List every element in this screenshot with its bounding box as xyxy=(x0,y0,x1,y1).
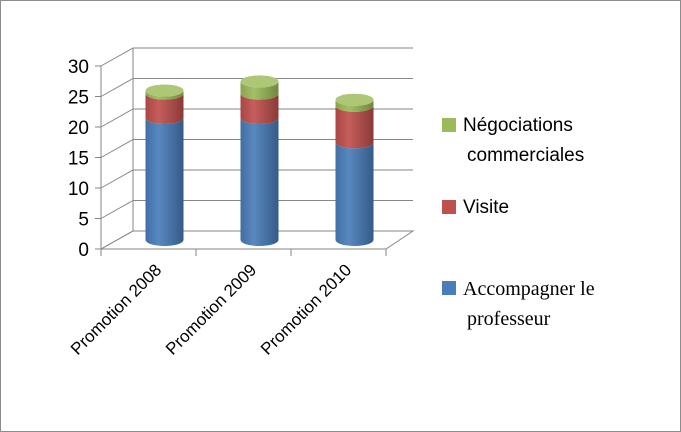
category-label: Promotion 2008 xyxy=(67,260,165,358)
bar-top-cap xyxy=(335,93,374,106)
y-tick-label: 15 xyxy=(68,149,89,170)
side-wall-line xyxy=(100,169,134,189)
legend-entry: Négociations commerciales xyxy=(442,115,584,166)
y-axis-ticks: 0 5 10 15 20 25 30 xyxy=(68,57,387,261)
side-wall-line xyxy=(100,200,134,219)
y-tick-label: 0 xyxy=(78,240,89,261)
legend-swatch xyxy=(442,118,456,132)
bar-segment xyxy=(240,93,279,124)
bar-segment xyxy=(335,142,374,247)
data-bars xyxy=(145,75,374,247)
bar-segment xyxy=(145,118,184,246)
bar-segment xyxy=(145,93,184,124)
y-tick-label: 5 xyxy=(78,210,89,231)
legend-entry: Accompagner le professeur xyxy=(442,278,595,330)
side-wall-line xyxy=(100,139,134,158)
bar-segment xyxy=(335,105,374,149)
legend-swatch xyxy=(442,281,456,295)
legend-label: Visite xyxy=(463,197,509,218)
legend-label: Négociations xyxy=(463,115,573,136)
y-tick-label: 10 xyxy=(68,179,89,200)
bar-segment xyxy=(335,99,374,112)
y-tick-label: 30 xyxy=(68,57,89,78)
legend-label: commerciales xyxy=(467,145,584,166)
legend-entry: Visite xyxy=(442,197,509,218)
bar-segment xyxy=(145,90,184,100)
bar-segment xyxy=(240,118,279,247)
bar-stack xyxy=(335,93,374,247)
bar-top-cap xyxy=(240,75,279,88)
category-label: Promotion 2009 xyxy=(162,260,260,358)
bar-top-cap xyxy=(145,84,184,97)
bar-stack xyxy=(145,84,184,246)
legend-swatch xyxy=(442,200,456,214)
side-wall-line xyxy=(100,47,134,67)
legend-label: Accompagner le xyxy=(463,278,595,300)
legend-label: professeur xyxy=(467,308,551,330)
side-wall-line xyxy=(100,230,134,250)
bar-segment xyxy=(240,81,279,100)
category-label: Promotion 2010 xyxy=(257,260,355,358)
legend: Négociations commerciales Visite Accompagne… xyxy=(442,115,595,330)
bar-stack xyxy=(240,75,279,247)
y-tick-label: 20 xyxy=(68,118,89,139)
side-wall-line xyxy=(100,108,134,128)
side-wall-line xyxy=(100,78,134,97)
y-tick-label: 25 xyxy=(68,88,89,109)
